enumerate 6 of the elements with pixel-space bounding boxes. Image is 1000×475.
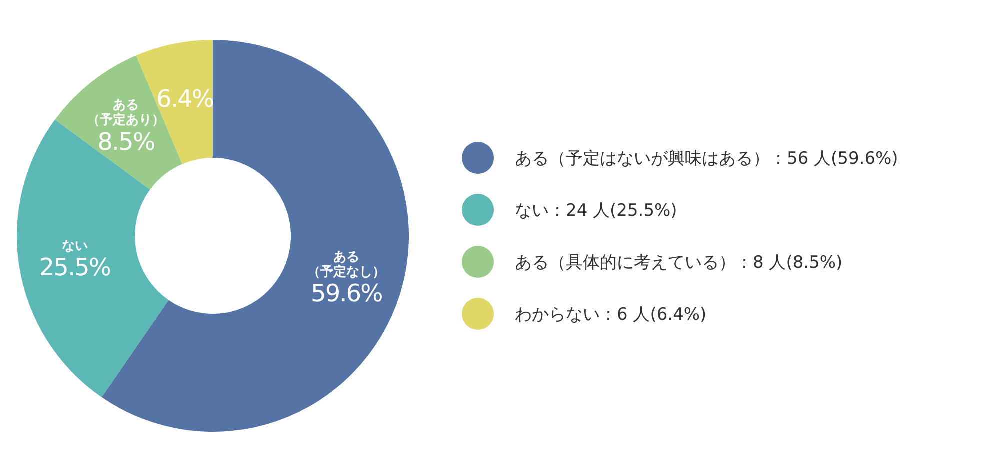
legend-label: ある（具体的に考えている）：8 人(8.5%) <box>515 253 843 273</box>
legend-label: ある（予定はないが興味はある）：56 人(59.6%) <box>515 149 898 169</box>
text: ない <box>62 238 88 254</box>
legend-label: わからない：6 人(6.4%) <box>515 305 707 325</box>
text: ある（予定なし） <box>308 250 386 280</box>
legend-label: ない：24 人(25.5%) <box>515 201 678 221</box>
